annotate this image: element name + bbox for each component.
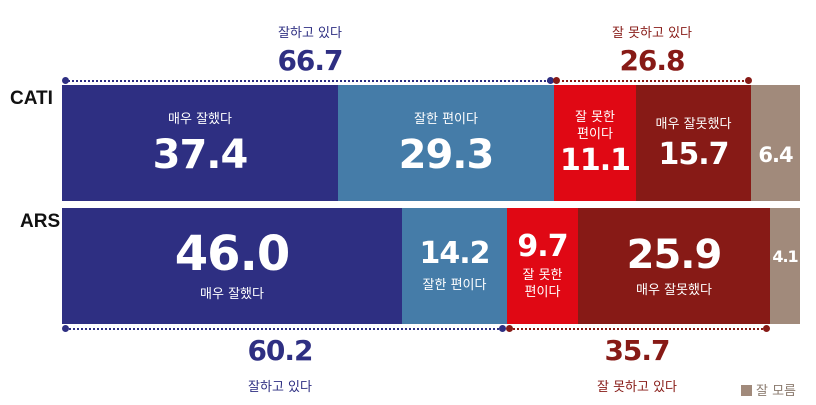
cati-segment-very-good: 매우 잘했다 37.4 xyxy=(62,85,338,201)
bracket-dot xyxy=(499,325,506,332)
bracket-dot xyxy=(506,325,513,332)
ars-segment-very-good: 46.0 매우 잘했다 xyxy=(62,208,402,324)
cati-positive-bracket xyxy=(65,80,549,82)
ars-bar: 46.0 매우 잘했다 14.2 잘한 편이다 9.7 잘 못한 편이다 25.… xyxy=(62,208,800,324)
bracket-dot xyxy=(745,77,752,84)
cati-negative-total: 26.8 xyxy=(619,44,685,77)
bracket-dot xyxy=(62,325,69,332)
ars-negative-total: 35.7 xyxy=(604,334,670,367)
segment-value: 25.9 xyxy=(626,231,723,278)
segment-value: 46.0 xyxy=(174,226,290,283)
ars-positive-title: 잘하고 있다 xyxy=(248,380,312,395)
legend-swatch xyxy=(741,385,752,396)
cati-bar: 매우 잘했다 37.4 잘한 편이다 29.3 잘 못한 편이다 11.1 매우… xyxy=(62,85,800,201)
segment-label: 매우 잘못했다 xyxy=(636,282,712,298)
segment-value: 37.4 xyxy=(152,131,249,178)
ars-segment-somewhat-good: 14.2 잘한 편이다 xyxy=(402,208,507,324)
bracket-dot xyxy=(62,77,69,84)
cati-negative-bracket xyxy=(557,80,748,82)
legend-label: 잘 모름 xyxy=(756,384,797,399)
ars-segment-somewhat-bad: 9.7 잘 못한 편이다 xyxy=(507,208,578,324)
segment-value: 29.3 xyxy=(398,131,495,178)
ars-positive-total: 60.2 xyxy=(247,334,313,367)
segment-value: 14.2 xyxy=(419,235,490,271)
segment-value: 6.4 xyxy=(758,142,793,167)
legend-dont-know: 잘 모름 xyxy=(741,380,796,399)
row-label-ars: ARS xyxy=(20,211,61,232)
segment-label-line2: 편이다 xyxy=(577,127,613,143)
segment-label: 매우 잘못했다 xyxy=(655,116,732,132)
cati-segment-dont-know: 6.4 xyxy=(751,85,800,201)
segment-label: 매우 잘했다 xyxy=(200,286,264,302)
ars-negative-bracket xyxy=(510,328,766,330)
cati-negative-title: 잘 못하고 있다 xyxy=(611,26,693,41)
segment-value: 9.7 xyxy=(517,229,568,265)
bracket-dot xyxy=(547,77,554,84)
cati-segment-very-bad: 매우 잘못했다 15.7 xyxy=(636,85,751,201)
segment-label: 잘한 편이다 xyxy=(414,111,478,127)
segment-label: 매우 잘했다 xyxy=(168,111,232,127)
cati-positive-total: 66.7 xyxy=(277,44,343,77)
bracket-dot xyxy=(553,77,560,84)
segment-label: 잘한 편이다 xyxy=(422,278,487,294)
cati-segment-somewhat-bad: 잘 못한 편이다 11.1 xyxy=(554,85,636,201)
segment-label-line2: 편이다 xyxy=(524,284,561,300)
ars-negative-title: 잘 못하고 있다 xyxy=(596,380,678,395)
ars-segment-dont-know: 4.1 xyxy=(770,208,800,324)
segment-value: 4.1 xyxy=(772,246,798,266)
bracket-dot xyxy=(763,325,770,332)
cati-segment-somewhat-good: 잘한 편이다 29.3 xyxy=(338,85,554,201)
row-label-cati: CATI xyxy=(10,88,53,109)
cati-positive-title: 잘하고 있다 xyxy=(278,26,342,41)
segment-label-line1: 잘 못한 xyxy=(574,110,615,126)
segment-value: 15.7 xyxy=(658,136,729,172)
segment-value: 11.1 xyxy=(559,143,631,179)
segment-label-line1: 잘 못한 xyxy=(522,267,563,283)
ars-segment-very-bad: 25.9 매우 잘못했다 xyxy=(578,208,770,324)
ars-positive-bracket xyxy=(66,328,502,330)
